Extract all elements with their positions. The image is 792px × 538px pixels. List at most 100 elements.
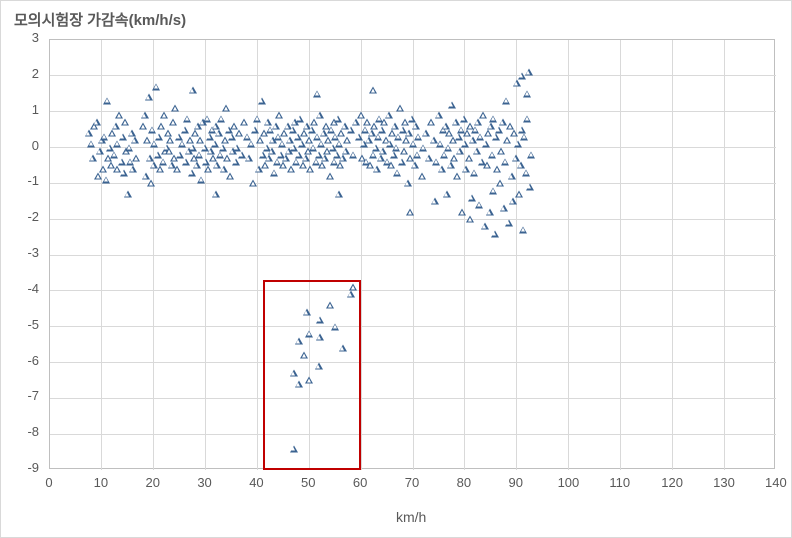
data-point [128, 130, 136, 137]
data-point [302, 155, 310, 162]
data-point [491, 230, 499, 237]
data-point [512, 155, 520, 162]
x-tick-label: 80 [454, 475, 474, 490]
data-point [253, 115, 261, 122]
data-point [112, 123, 120, 130]
data-point [400, 148, 408, 155]
data-point [305, 377, 313, 384]
data-point [220, 166, 228, 173]
x-tick-label: 10 [91, 475, 111, 490]
data-point [405, 130, 413, 137]
data-point [152, 83, 160, 90]
data-point [102, 176, 110, 183]
data-point [326, 302, 334, 309]
data-point [212, 191, 220, 198]
data-point [223, 155, 231, 162]
data-point [474, 119, 482, 126]
data-point [164, 130, 172, 137]
data-point [197, 176, 205, 183]
data-point [247, 140, 255, 147]
horizontal-gridline [50, 183, 776, 184]
y-tick-label: -8 [9, 424, 39, 439]
data-point [456, 148, 464, 155]
data-point [268, 148, 276, 155]
data-point [466, 216, 474, 223]
data-point [212, 123, 220, 130]
data-point [519, 226, 527, 233]
data-point [175, 133, 183, 140]
data-point [261, 162, 269, 169]
data-point [226, 173, 234, 180]
data-point [442, 123, 450, 130]
y-tick-label: -7 [9, 388, 39, 403]
data-point [496, 180, 504, 187]
data-point [409, 140, 417, 147]
data-point [327, 126, 335, 133]
data-point [475, 201, 483, 208]
data-point [196, 137, 204, 144]
data-point [419, 144, 427, 151]
data-point [121, 119, 129, 126]
data-point [270, 169, 278, 176]
y-tick-label: 0 [9, 138, 39, 153]
data-point [514, 140, 522, 147]
data-point [316, 112, 324, 119]
data-point [186, 137, 194, 144]
data-point [508, 173, 516, 180]
chart-plot-area [49, 39, 775, 469]
data-point [515, 191, 523, 198]
horizontal-gridline [50, 219, 776, 220]
horizontal-gridline [50, 398, 776, 399]
data-point [431, 198, 439, 205]
data-point [125, 144, 133, 151]
data-point [165, 148, 173, 155]
data-point [159, 158, 167, 165]
data-point [343, 137, 351, 144]
data-point [369, 87, 377, 94]
data-point [447, 162, 455, 169]
data-point [119, 133, 127, 140]
data-point [404, 180, 412, 187]
data-point [195, 151, 203, 158]
data-point [326, 173, 334, 180]
data-point [455, 133, 463, 140]
data-point [502, 97, 510, 104]
x-axis-label: km/h [396, 509, 426, 525]
data-point [365, 137, 373, 144]
data-point [124, 191, 132, 198]
data-point [146, 155, 154, 162]
data-point [513, 80, 521, 87]
data-point [522, 169, 530, 176]
data-point [523, 90, 531, 97]
data-point [171, 105, 179, 112]
y-tick-label: -5 [9, 317, 39, 332]
data-point [296, 115, 304, 122]
data-point [89, 155, 97, 162]
data-point [141, 112, 149, 119]
highlight-rectangle [263, 280, 362, 470]
data-point [169, 119, 177, 126]
data-point [243, 133, 251, 140]
data-point [156, 166, 164, 173]
horizontal-gridline [50, 290, 776, 291]
data-point [337, 130, 345, 137]
data-point [448, 101, 456, 108]
y-tick-label: 3 [9, 30, 39, 45]
data-point [432, 158, 440, 165]
data-point [336, 162, 344, 169]
data-point [470, 169, 478, 176]
data-point [289, 126, 297, 133]
data-point [506, 123, 514, 130]
x-tick-label: 110 [609, 475, 629, 490]
data-point [96, 148, 104, 155]
data-point [445, 130, 453, 137]
data-point [251, 126, 259, 133]
x-tick-label: 20 [143, 475, 163, 490]
data-point [427, 119, 435, 126]
data-point [286, 137, 294, 144]
data-point [518, 126, 526, 133]
data-point [418, 173, 426, 180]
data-point [232, 158, 240, 165]
data-point [303, 309, 311, 316]
data-point [245, 155, 253, 162]
